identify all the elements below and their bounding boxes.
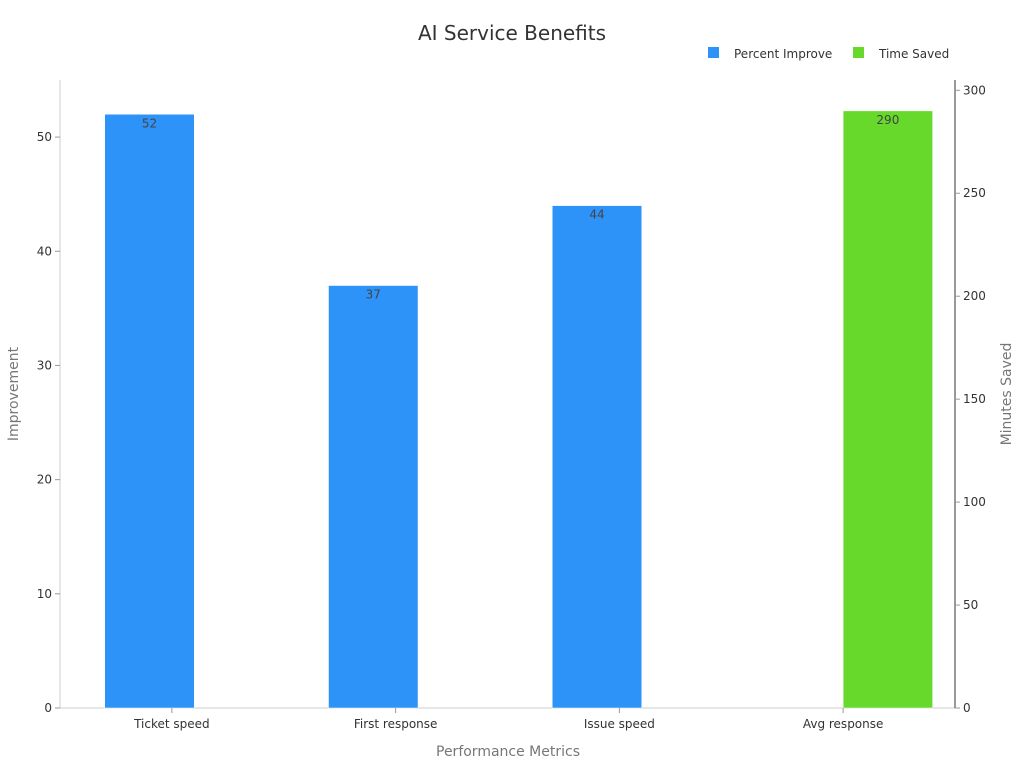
legend: Percent Improve Time Saved (708, 47, 949, 61)
y-tick-label: 40 (37, 244, 52, 258)
y-tick-label: 0 (44, 701, 52, 715)
x-tick-label-ticket-speed: Ticket speed (133, 717, 210, 731)
bar-label-time-saved-avg-response: 290 (876, 113, 899, 127)
y-tick-label: 10 (37, 587, 52, 601)
y-axis-label: Improvement (6, 346, 22, 441)
legend-swatch-time-saved (853, 47, 864, 58)
x-tick-label-first-response: First response (354, 717, 438, 731)
chart-title: AI Service Benefits (418, 21, 606, 45)
bar-label-percent-improve-issue-speed: 44 (589, 208, 604, 222)
legend-label-percent-improve: Percent Improve (734, 47, 832, 61)
y2-tick-label: 250 (963, 186, 986, 200)
legend-swatch-percent-improve (708, 47, 719, 58)
bars: 52 37 44 290 (104, 110, 933, 709)
y-tick-label: 50 (37, 130, 52, 144)
bar-time-saved-avg-response (842, 110, 933, 709)
y2-tick-label: 300 (963, 83, 986, 97)
bar-percent-improve-issue-speed (552, 205, 642, 709)
right-axis-ticks: 0 50 100 150 200 250 300 (955, 83, 986, 715)
y2-tick-label: 150 (963, 392, 986, 406)
y-tick-label: 30 (37, 358, 52, 372)
y2-tick-label: 0 (963, 701, 971, 715)
bar-label-percent-improve-first-response: 37 (366, 288, 381, 302)
y-tick-label: 20 (37, 473, 52, 487)
x-axis-label: Performance Metrics (436, 744, 580, 760)
x-tick-label-issue-speed: Issue speed (584, 717, 655, 731)
left-axis-ticks: 0 10 20 30 40 50 (37, 130, 60, 715)
bar-percent-improve-ticket-speed (104, 114, 195, 709)
y2-tick-label: 200 (963, 289, 986, 303)
bar-percent-improve-first-response (328, 285, 419, 709)
x-tick-label-avg-response: Avg response (803, 717, 884, 731)
y2-tick-label: 100 (963, 495, 986, 509)
legend-item-time-saved: Time Saved (853, 47, 949, 61)
legend-label-time-saved: Time Saved (878, 47, 949, 61)
x-axis-ticks: Ticket speed First response Issue speed Avg… (133, 708, 883, 731)
legend-item-percent-improve: Percent Improve (708, 47, 832, 61)
y2-axis-label: Minutes Saved (999, 343, 1015, 446)
bar-label-percent-improve-ticket-speed: 52 (142, 116, 157, 130)
y2-tick-label: 50 (963, 598, 978, 612)
